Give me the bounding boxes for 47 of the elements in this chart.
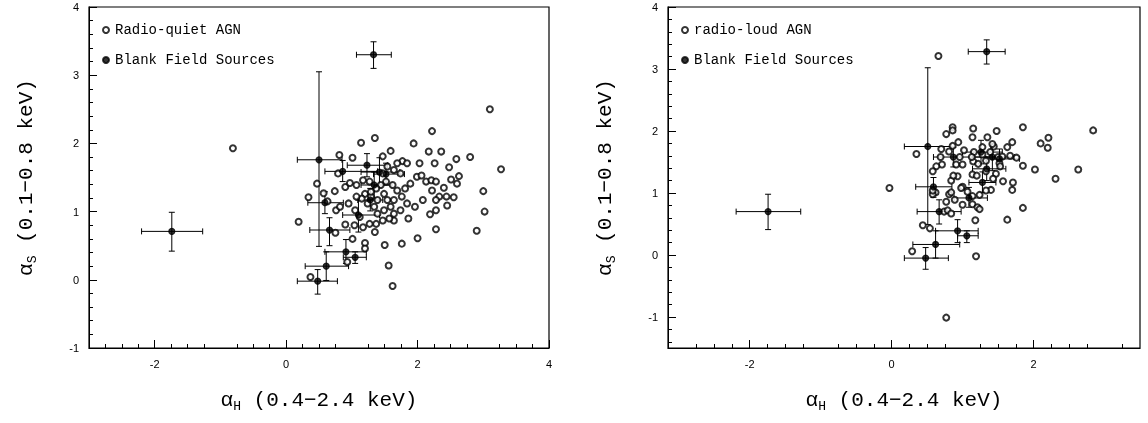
- y-tick-label: 4: [651, 1, 658, 13]
- point: [314, 277, 322, 285]
- y-tick-label: 3: [72, 69, 79, 82]
- x-tick-label: 4: [545, 357, 553, 370]
- y-tick-label: 4: [72, 1, 79, 13]
- x-tick-label: 0: [888, 357, 895, 370]
- y-tick-label: 0: [651, 249, 658, 261]
- point: [168, 227, 176, 235]
- y-tick-label: 2: [651, 125, 658, 137]
- x-tick-label: -2: [744, 357, 755, 370]
- legend-label: Radio-quiet AGN: [115, 22, 242, 38]
- y-tick-label: 1: [72, 205, 79, 218]
- point: [366, 196, 374, 204]
- point: [315, 156, 323, 164]
- point: [369, 51, 378, 59]
- y-tick-label: -1: [69, 342, 79, 354]
- point: [325, 226, 334, 234]
- point: [965, 194, 973, 202]
- point: [978, 178, 987, 187]
- point: [983, 48, 991, 56]
- point: [929, 183, 938, 191]
- y-tick-label: 0: [72, 273, 79, 286]
- y-tick-label: 1: [651, 187, 658, 199]
- legend-label: Blank Field Sources: [694, 52, 854, 68]
- x-tick-label: 0: [283, 357, 290, 370]
- x-tick-label: -2: [149, 357, 160, 370]
- point: [922, 254, 930, 262]
- y-tick-label: 3: [651, 63, 658, 75]
- legend-label: radio-loud AGN: [694, 22, 812, 38]
- point: [363, 161, 371, 169]
- point: [953, 227, 962, 235]
- y-tick-label: -1: [648, 311, 658, 323]
- point: [931, 240, 940, 249]
- point: [949, 153, 957, 161]
- y-tick-label: 2: [72, 137, 79, 150]
- x-tick-label: 2: [1030, 357, 1037, 370]
- x-tick-label: 2: [414, 357, 421, 370]
- point: [342, 248, 350, 256]
- point: [935, 208, 943, 216]
- point: [963, 232, 971, 240]
- y-axis-title: αS (0.1−0.8 keV): [594, 79, 619, 276]
- point: [382, 170, 390, 178]
- point: [322, 262, 330, 270]
- y-axis-title: αS (0.1−0.8 keV): [15, 79, 40, 276]
- legend-label: Blank Field Sources: [115, 52, 275, 68]
- point: [924, 142, 932, 151]
- point: [764, 208, 772, 216]
